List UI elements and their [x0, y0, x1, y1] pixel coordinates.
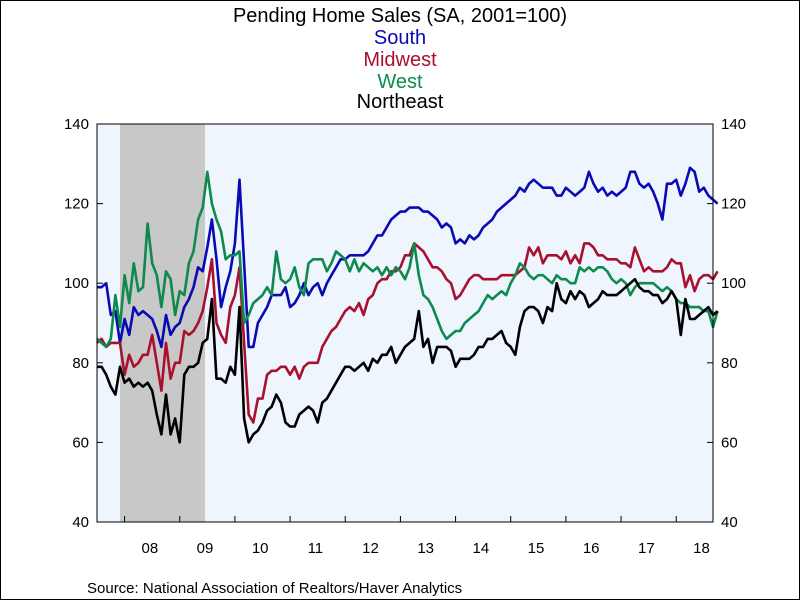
x-tick-label: 11 — [308, 540, 324, 557]
x-tick-label: 16 — [583, 540, 600, 557]
series-line-west — [96, 170, 719, 349]
series-line-northeast — [97, 277, 719, 444]
legend-entry-south: South — [374, 27, 426, 49]
recession-shading — [119, 124, 206, 522]
y-tick-label-left: 120 — [64, 196, 89, 213]
x-tick-label: 15 — [528, 540, 545, 557]
legend-entry-west: West — [377, 71, 423, 93]
y-tick-label-right: 40 — [721, 514, 738, 531]
plot-border — [96, 123, 714, 523]
y-tick-label-left: 140 — [64, 116, 89, 133]
x-tick-label: 17 — [638, 540, 655, 557]
legend-entry-midwest: Midwest — [363, 49, 437, 71]
y-tick-label-right: 100 — [721, 275, 746, 292]
series-lines — [96, 166, 719, 444]
series-line-midwest — [96, 242, 719, 424]
x-tick-label: 08 — [142, 540, 159, 557]
y-tick-label-right: 120 — [721, 196, 746, 213]
y-tick-label-right: 60 — [721, 434, 738, 451]
x-tick-label: 09 — [197, 540, 214, 557]
legend-entry-northeast: Northeast — [357, 91, 444, 113]
y-tick-label-left: 80 — [72, 355, 89, 372]
y-tick-label-left: 60 — [72, 434, 89, 451]
x-tick-label: 18 — [693, 540, 710, 557]
axes: 40 40 60 60 80 80 100 100 120 120 140 140 08 09 10 11 12… — [64, 116, 746, 557]
x-tick-label: 12 — [362, 540, 379, 557]
y-tick-label-right: 80 — [721, 355, 738, 372]
chart-title: Pending Home Sales (SA, 2001=100) — [233, 5, 567, 27]
source-note: Source: National Association of Realtors… — [87, 580, 462, 597]
y-tick-label-left: 100 — [64, 275, 89, 292]
y-tick-label-right: 140 — [721, 116, 746, 133]
x-tick-label: 13 — [417, 540, 434, 557]
x-tick-label: 14 — [473, 540, 490, 557]
series-line-south — [97, 166, 719, 349]
x-tick-label: 10 — [252, 540, 269, 557]
y-tick-label-left: 40 — [72, 514, 89, 531]
